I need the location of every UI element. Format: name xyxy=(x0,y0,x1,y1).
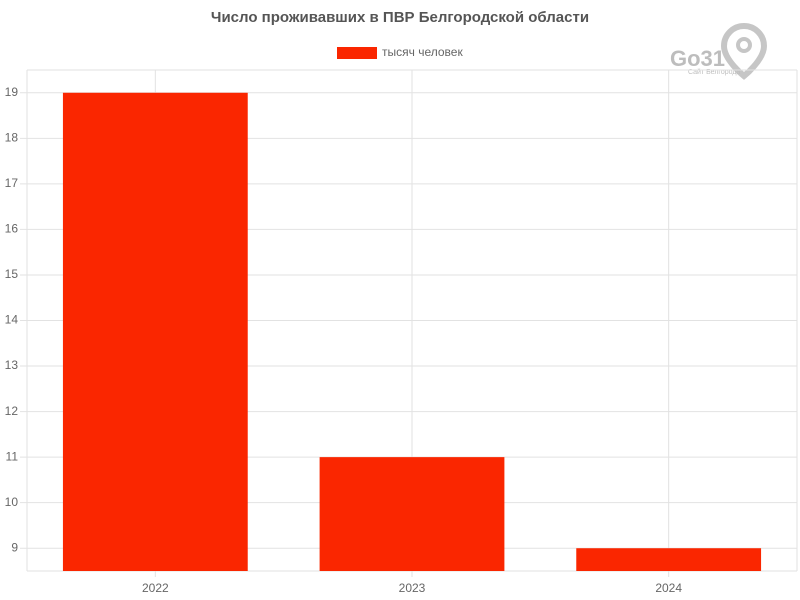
y-tick-label: 15 xyxy=(5,267,19,281)
y-tick-label: 14 xyxy=(5,313,19,327)
y-tick-label: 18 xyxy=(5,130,19,144)
y-tick-label: 9 xyxy=(11,540,18,554)
bar xyxy=(576,548,762,571)
y-tick-label: 10 xyxy=(5,495,19,509)
chart-title: Число проживавших в ПВР Белгородской обл… xyxy=(211,9,589,26)
logo-subtitle: Сайт Белгорода xyxy=(688,68,740,76)
bar xyxy=(62,92,248,571)
y-tick-label: 16 xyxy=(5,222,19,236)
logo-pin xyxy=(720,22,768,80)
bar xyxy=(319,457,505,571)
logo-text: Go31 xyxy=(670,46,725,71)
x-tick-label: 2024 xyxy=(655,581,682,595)
y-tick-label: 12 xyxy=(5,404,19,418)
legend-label: тысяч человек xyxy=(382,45,463,59)
y-tick-label: 13 xyxy=(5,358,19,372)
legend-swatch xyxy=(337,47,377,59)
x-tick-label: 2023 xyxy=(399,581,426,595)
logo-pin-dot xyxy=(736,37,752,53)
logo: Go31 Сайт Белгорода xyxy=(670,22,768,80)
y-tick-label: 11 xyxy=(6,449,19,463)
y-tick-label: 19 xyxy=(5,85,19,99)
y-tick-label: 17 xyxy=(5,176,19,190)
x-tick-label: 2022 xyxy=(142,581,169,595)
